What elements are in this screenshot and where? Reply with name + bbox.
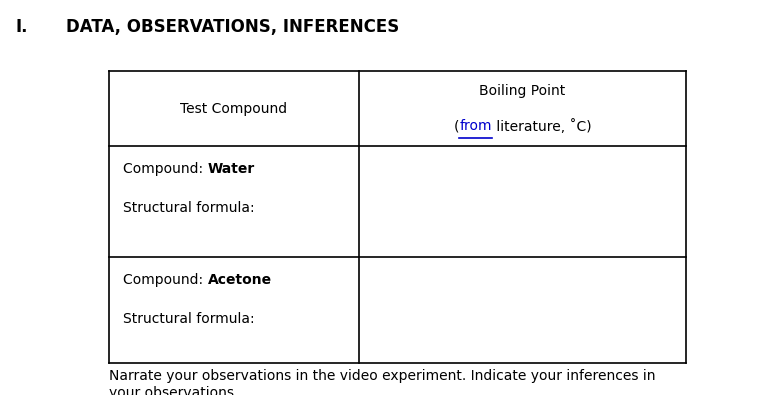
Text: from: from [459, 119, 491, 134]
Text: Test Compound: Test Compound [180, 102, 288, 116]
Text: I.: I. [16, 18, 28, 36]
Text: Structural formula:: Structural formula: [123, 312, 255, 326]
Text: Compound:: Compound: [123, 273, 207, 286]
Text: (: ( [454, 119, 459, 134]
Text: your observations.: your observations. [109, 386, 239, 395]
Text: Compound:: Compound: [123, 162, 207, 176]
Text: Narrate your observations in the video experiment. Indicate your inferences in: Narrate your observations in the video e… [109, 369, 656, 383]
Text: DATA, OBSERVATIONS, INFERENCES: DATA, OBSERVATIONS, INFERENCES [66, 18, 399, 36]
Text: Structural formula:: Structural formula: [123, 201, 255, 215]
Text: Acetone: Acetone [207, 273, 272, 286]
Text: literature, ˚C): literature, ˚C) [491, 119, 591, 134]
Text: Water: Water [207, 162, 255, 176]
Text: Boiling Point: Boiling Point [480, 84, 566, 98]
